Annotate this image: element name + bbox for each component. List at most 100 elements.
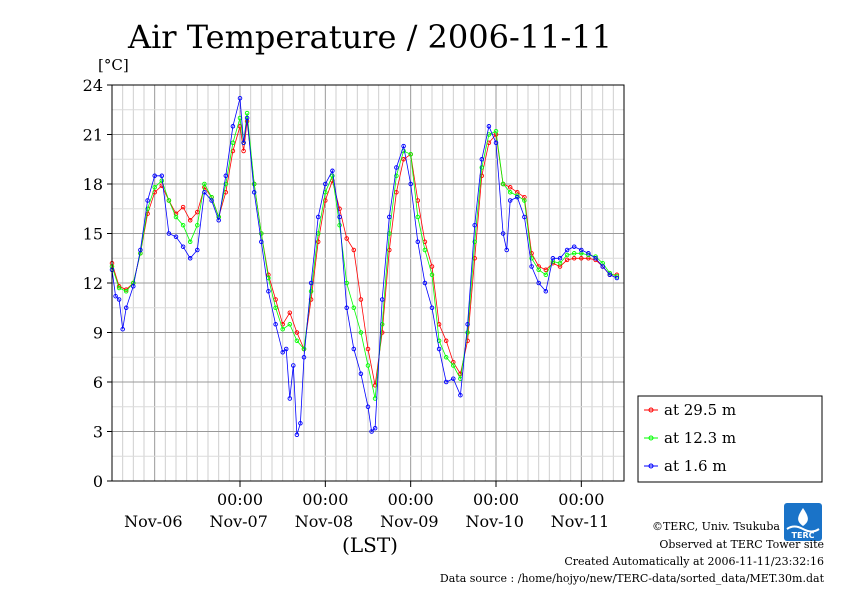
x-tick-day-label: Nov-09 — [380, 512, 438, 531]
logo-text: TERC — [792, 531, 815, 540]
data-point — [187, 256, 193, 261]
data-point — [187, 218, 193, 223]
legend-box — [637, 395, 823, 483]
data-point — [166, 231, 172, 236]
grid — [112, 85, 624, 481]
y-axis-unit: [°C] — [98, 56, 129, 74]
legend-label: at 12.3 m — [664, 429, 736, 447]
y-tick-label: 18 — [83, 175, 103, 194]
data-point — [387, 247, 392, 253]
x-tick-day-label: Nov-08 — [295, 512, 353, 531]
data-point — [308, 280, 314, 286]
x-tick-hour-label: 00:00 — [558, 490, 604, 509]
data-point — [372, 425, 378, 431]
data-point — [429, 305, 435, 311]
x-tick-day-label: Nov-11 — [551, 512, 609, 531]
data-point — [522, 198, 527, 203]
legend-label: at 1.6 m — [664, 457, 727, 475]
x-axis: 00:00 00:00 00:00 00:00 00:00 Nov-06 Nov-07 Nov… — [124, 481, 609, 531]
data-point — [358, 330, 364, 335]
data-point — [493, 128, 499, 134]
data-point — [337, 206, 342, 212]
data-point — [429, 264, 435, 269]
data-point — [586, 251, 591, 256]
data-point — [451, 363, 456, 368]
data-point — [394, 173, 399, 179]
legend-item: at 1.6 m — [644, 457, 727, 475]
data-point — [195, 222, 200, 228]
data-point — [458, 392, 463, 398]
data-point — [116, 285, 122, 291]
data-point — [500, 231, 506, 236]
data-point — [486, 124, 492, 129]
credit-source: Data source : /home/hojyo/new/TERC-data/… — [439, 572, 824, 585]
data-point — [180, 244, 186, 249]
data-point — [543, 289, 549, 294]
data-point — [529, 256, 534, 261]
y-tick-label: 24 — [83, 76, 103, 95]
x-axis-label: (LST) — [342, 533, 398, 557]
data-point — [237, 124, 243, 129]
data-point — [543, 267, 549, 273]
data-point — [394, 165, 399, 170]
terc-logo: TERC — [784, 503, 822, 541]
data-point — [358, 297, 364, 302]
data-point — [607, 272, 613, 278]
x-tick-day-label: Nov-07 — [209, 512, 267, 531]
data-point — [529, 264, 534, 269]
data-point — [401, 143, 406, 149]
data-point — [259, 239, 264, 245]
data-point — [145, 206, 150, 212]
data-point — [116, 297, 122, 302]
data-point — [369, 429, 374, 434]
data-point — [351, 305, 357, 311]
data-point — [507, 198, 513, 203]
data-point — [180, 204, 186, 210]
data-point — [564, 252, 570, 258]
data-point — [387, 214, 392, 220]
y-tick-label: 12 — [83, 274, 103, 293]
series-2 — [109, 95, 620, 438]
credit-observed: Observed at TERC Tower site — [659, 538, 824, 551]
data-point — [244, 115, 250, 121]
data-point — [443, 338, 449, 344]
data-point — [571, 244, 577, 249]
data-point — [237, 95, 243, 101]
data-point — [287, 396, 293, 401]
data-point — [330, 173, 335, 179]
data-point — [365, 404, 371, 410]
data-point — [515, 194, 520, 200]
data-point — [365, 346, 371, 352]
data-point — [564, 247, 570, 253]
y-tick-label: 21 — [83, 126, 103, 145]
data-point — [557, 256, 563, 261]
credit-created: Created Automatically at 2006-11-11/23:3… — [564, 555, 824, 568]
data-point — [308, 289, 314, 294]
data-point — [472, 239, 477, 245]
data-point — [187, 239, 193, 245]
data-point — [504, 247, 509, 253]
data-point — [422, 280, 428, 286]
y-tick-label: 6 — [93, 373, 103, 392]
data-point — [536, 280, 541, 286]
data-point — [251, 181, 257, 187]
data-point — [479, 165, 485, 170]
data-point — [266, 289, 271, 294]
legend-swatch-marker — [648, 407, 654, 413]
data-point — [571, 256, 577, 261]
data-point — [550, 256, 556, 261]
x-tick-hour-label: 00:00 — [302, 490, 348, 509]
data-point — [344, 305, 349, 311]
data-point — [415, 239, 421, 245]
data-point — [259, 231, 264, 236]
data-point — [283, 346, 289, 352]
data-point — [152, 185, 157, 190]
data-point — [451, 376, 456, 381]
data-point — [230, 140, 236, 146]
data-point — [579, 247, 584, 253]
chart-title: Air Temperature / 2006-11-11 — [127, 18, 612, 56]
data-point — [443, 355, 449, 360]
series-line — [111, 121, 617, 386]
data-point — [244, 110, 250, 116]
data-point — [209, 198, 214, 203]
